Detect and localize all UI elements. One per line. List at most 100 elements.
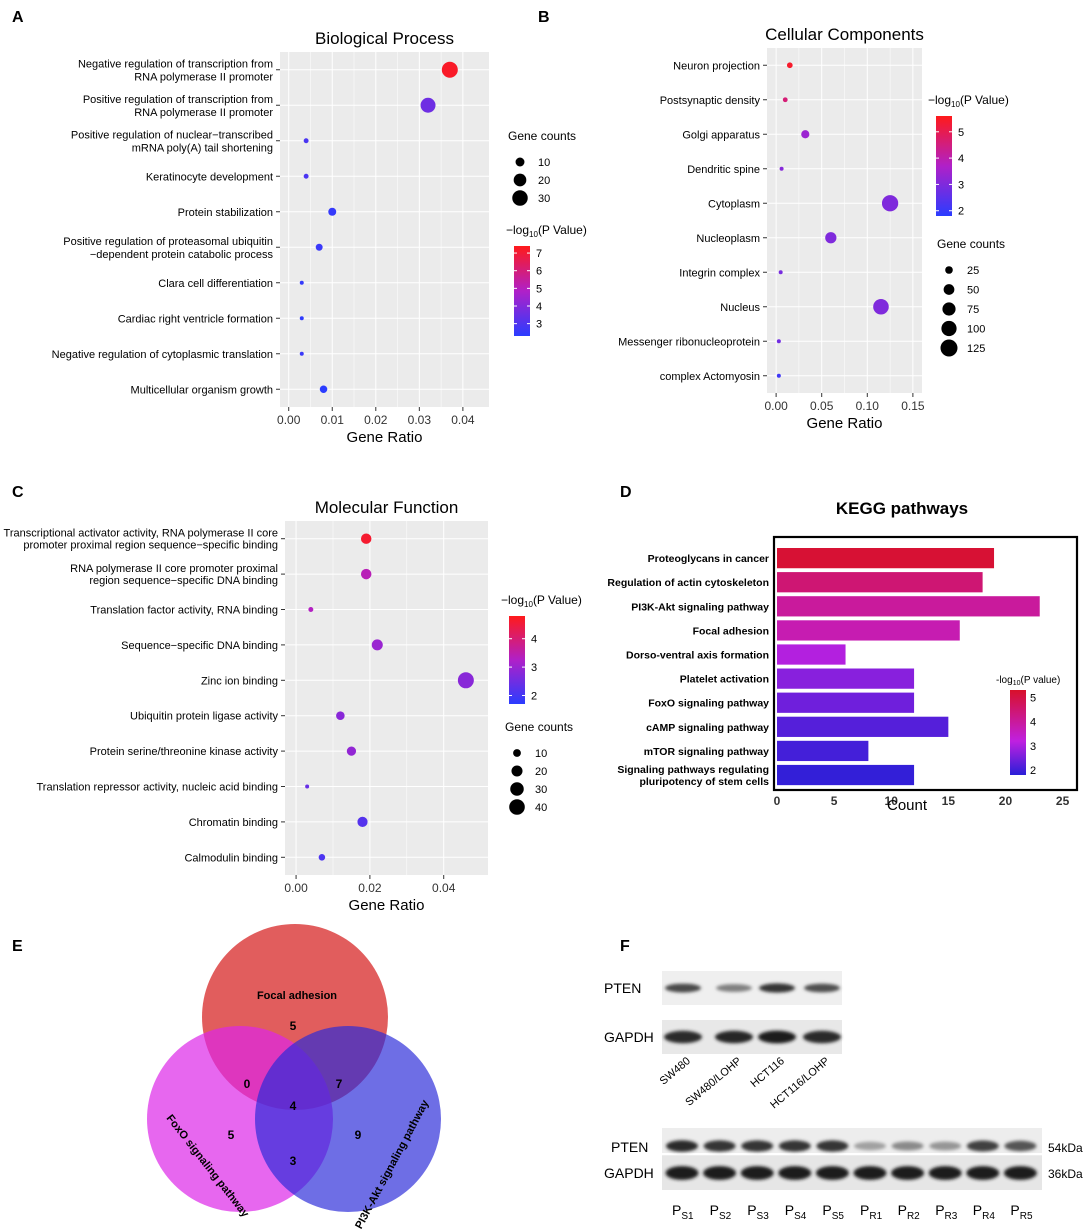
pten-band bbox=[816, 1140, 849, 1152]
panel-label-f: F bbox=[620, 938, 630, 955]
color-legend-label: 6 bbox=[536, 266, 542, 278]
x-tick-label: 0.05 bbox=[810, 399, 834, 413]
term-label: Chromatin binding bbox=[189, 817, 278, 829]
x-tick-label: 0.02 bbox=[364, 413, 388, 427]
data-bar bbox=[777, 668, 915, 689]
venn-count-focal-foxo: 0 bbox=[244, 1077, 251, 1091]
data-point bbox=[360, 568, 372, 580]
venn-count-focal-pi3k: 7 bbox=[336, 1077, 343, 1091]
term-label: Positive regulation of nuclear−transcrib… bbox=[71, 129, 273, 141]
data-point bbox=[873, 298, 889, 315]
lane-label: PR4 bbox=[973, 1202, 996, 1222]
color-legend-label: 3 bbox=[536, 319, 542, 331]
data-point bbox=[776, 339, 781, 344]
color-legend-label: 5 bbox=[958, 127, 964, 139]
x-axis-label: Gene Ratio bbox=[807, 415, 883, 432]
blot-row-label-pten: PTEN bbox=[611, 1139, 648, 1155]
venn-count-foxo-only: 5 bbox=[228, 1128, 235, 1142]
plot-background bbox=[280, 52, 489, 407]
gapdh-band bbox=[1003, 1166, 1037, 1180]
size-legend-dot bbox=[943, 284, 955, 295]
term-label: Postsynaptic density bbox=[660, 95, 761, 107]
pten-band bbox=[891, 1141, 924, 1151]
term-label: mRNA poly(A) tail shortening bbox=[132, 142, 273, 154]
color-legend-label: 5 bbox=[1030, 692, 1036, 704]
term-label: Neuron projection bbox=[673, 60, 760, 72]
lane-label: PR1 bbox=[860, 1202, 883, 1222]
term-label: complex Actomyosin bbox=[660, 371, 760, 383]
size-legend-dot bbox=[509, 799, 525, 815]
data-bar bbox=[777, 692, 915, 713]
data-point bbox=[299, 280, 304, 285]
size-legend-label: 50 bbox=[967, 285, 979, 297]
color-legend-label: 4 bbox=[531, 634, 537, 646]
pten-band bbox=[778, 1140, 811, 1152]
color-legend-bar bbox=[1010, 690, 1026, 775]
color-legend-label: 3 bbox=[958, 179, 964, 191]
color-legend-label: 7 bbox=[536, 248, 542, 260]
pten-band bbox=[666, 1140, 698, 1152]
term-label: Transcriptional activator activity, RNA … bbox=[4, 528, 278, 540]
size-legend-label: 25 bbox=[967, 265, 979, 277]
size-legend-dot bbox=[942, 302, 956, 316]
data-bar bbox=[777, 596, 1040, 617]
data-bar bbox=[777, 764, 915, 786]
x-tick-label: 5 bbox=[831, 794, 838, 808]
term-label: Protein serine/threonine kinase activity bbox=[90, 746, 279, 758]
term-label: Positive regulation of proteasomal ubiqu… bbox=[63, 236, 273, 248]
lane-label: PS3 bbox=[747, 1202, 769, 1222]
term-label: Integrin complex bbox=[679, 267, 760, 279]
x-tick-label: 20 bbox=[999, 794, 1013, 808]
term-label: promoter proximal region sequence−specif… bbox=[23, 540, 278, 552]
data-bar bbox=[777, 740, 869, 762]
color-legend-title: −log10(P Value) bbox=[928, 93, 1009, 109]
chart-title: KEGG pathways bbox=[836, 499, 968, 518]
pten-band bbox=[804, 983, 840, 993]
data-point bbox=[786, 62, 793, 69]
gapdh-band bbox=[740, 1166, 774, 1180]
data-point bbox=[319, 385, 328, 393]
category-label: FoxO signaling pathway bbox=[648, 698, 769, 710]
category-label: Regulation of actin cytoskeleton bbox=[607, 577, 769, 589]
size-legend-dot bbox=[510, 782, 524, 796]
blot-row-label-gapdh: GAPDH bbox=[604, 1029, 654, 1045]
color-legend-title: −log10(P Value) bbox=[506, 223, 587, 239]
term-label: Sequence−specific DNA binding bbox=[121, 640, 278, 652]
size-legend-dot bbox=[945, 266, 953, 274]
category-label: Proteoglycans in cancer bbox=[648, 553, 769, 565]
size-legend-dot bbox=[511, 765, 523, 777]
term-label: region sequence−specific DNA binding bbox=[89, 575, 278, 587]
plot-background bbox=[285, 521, 488, 875]
size-legend-dot bbox=[515, 157, 525, 167]
panel-label-a: A bbox=[12, 9, 24, 26]
gapdh-band bbox=[664, 1030, 702, 1044]
cellular-components-chart: 0.00 0.05 0.10 0.15 Neuron projection Postsyn… bbox=[618, 25, 1009, 432]
size-legend-dot bbox=[512, 190, 528, 206]
color-legend-title: -log10(P value) bbox=[996, 675, 1060, 687]
size-legend-label: 10 bbox=[535, 748, 547, 760]
lane-label: HCT116 bbox=[748, 1055, 786, 1090]
term-label: Multicellular organism growth bbox=[131, 384, 273, 396]
x-tick-label: 0.04 bbox=[432, 881, 456, 895]
category-label: cAMP signaling pathway bbox=[646, 722, 769, 734]
color-legend-title: −log10(P Value) bbox=[501, 593, 582, 609]
term-label: −dependent protein catabolic process bbox=[90, 249, 274, 261]
pten-band bbox=[716, 984, 752, 992]
size-legend-label: 75 bbox=[967, 304, 979, 316]
x-tick-label: 0.03 bbox=[408, 413, 432, 427]
gapdh-band bbox=[758, 1030, 796, 1044]
molecular-function-chart: 0.00 0.02 0.04 Transcriptional activator ac… bbox=[4, 498, 582, 914]
data-point bbox=[299, 351, 304, 356]
gapdh-band bbox=[703, 1166, 737, 1180]
lane-label: SW480 bbox=[658, 1055, 693, 1087]
blot-gap bbox=[662, 1153, 1042, 1155]
gapdh-band bbox=[853, 1166, 887, 1180]
category-label: Focal adhesion bbox=[693, 625, 769, 637]
data-point bbox=[360, 533, 372, 544]
plot-frame bbox=[772, 535, 1079, 792]
size-legend-label: 100 bbox=[967, 324, 985, 336]
data-point bbox=[303, 138, 309, 144]
term-label: Negative regulation of transcription fro… bbox=[78, 58, 273, 70]
lane-label: PS1 bbox=[672, 1202, 694, 1222]
term-label: Translation factor activity, RNA binding bbox=[90, 605, 278, 617]
